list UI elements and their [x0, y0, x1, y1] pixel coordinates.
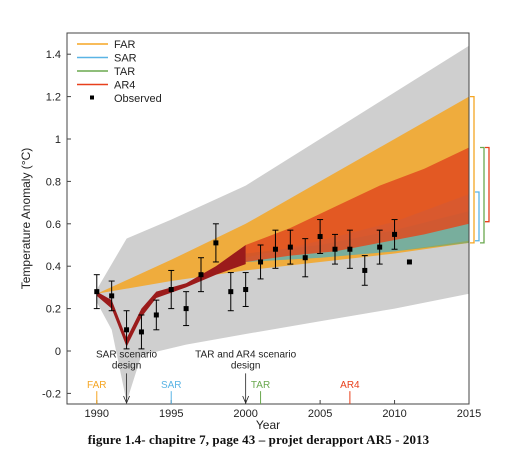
figure-caption: figure 1.4- chapitre 7, page 43 – projet…: [87, 432, 430, 447]
observed-point: [183, 306, 189, 312]
assessment-label-ar4: AR4: [340, 380, 360, 391]
observed-point: [228, 289, 234, 295]
observed-point: [153, 312, 159, 318]
legend-marker-observed: [90, 95, 94, 100]
observed-point: [287, 244, 293, 250]
legend-label-ar4: AR4: [114, 80, 135, 92]
annotation-arrow-head: [123, 395, 130, 405]
observed-point: [406, 259, 412, 265]
observed-point: [362, 267, 368, 273]
observed-point: [213, 240, 219, 246]
y-tick-label: 0: [55, 346, 61, 358]
range-bracket-ar4: [485, 146, 490, 223]
legend-label-far: FAR: [114, 39, 135, 51]
range-bracket-tar: [480, 146, 485, 244]
annotation-arrow-head: [242, 395, 250, 405]
plot-frame: [66, 32, 470, 405]
observed-point: [168, 287, 174, 293]
y-tick-label: 0.6: [46, 219, 61, 231]
y-tick-label: 1: [55, 134, 61, 146]
legend-label-observed: Observed: [114, 93, 162, 105]
y-tick-label: -0.2: [42, 388, 61, 400]
y-tick-label: 0.8: [46, 176, 61, 188]
observed-point: [332, 246, 338, 252]
observed-point: [377, 244, 383, 250]
y-tick-label: 0.2: [46, 304, 61, 316]
annotation-text: SAR scenario: [96, 349, 158, 360]
annotation-text: design: [112, 360, 141, 371]
observed-point: [317, 234, 323, 240]
assessment-label-tar: TAR: [251, 380, 270, 391]
x-tick-label: 1995: [159, 408, 183, 420]
y-tick-label: 1.2: [46, 92, 61, 104]
observed-point: [392, 231, 398, 237]
observed-point: [258, 259, 264, 265]
observed-point: [124, 327, 130, 333]
temperature-anomaly-chart: -0.2 0 0.2 0.4 0.6 0.8 1 1.2 1.4 1990 1995 2000 2005…: [19, 32, 490, 432]
observed-point: [94, 289, 100, 295]
assessment-label-far: FAR: [87, 380, 106, 391]
band-ar4: [245, 147, 469, 262]
observed-point: [272, 246, 278, 252]
observed-point: [302, 255, 308, 261]
observed-point: [347, 246, 353, 252]
x-tick-label: 2005: [308, 408, 332, 420]
hindcast-band: [96, 245, 246, 347]
observed-point: [138, 329, 144, 335]
observed-point: [109, 293, 115, 299]
legend-label-tar: TAR: [114, 66, 135, 78]
y-tick-label: 0.4: [46, 261, 61, 273]
range-bracket-sar: [475, 191, 480, 242]
y-tick-label: 1.4: [46, 49, 61, 61]
annotation-text: TAR and AR4 scenario: [195, 349, 296, 360]
x-tick-label: 1990: [85, 408, 109, 420]
annotation-text: design: [231, 360, 260, 371]
observed-point: [243, 287, 249, 293]
legend-label-sar: SAR: [114, 53, 137, 65]
x-tick-label: 2000: [233, 408, 257, 420]
x-axis-label: Year: [256, 418, 280, 432]
x-tick-label: 2015: [457, 408, 481, 420]
x-tick-label: 2010: [382, 408, 406, 420]
y-axis-label: Temperature Anomaly (°C): [19, 148, 33, 290]
observed-point: [198, 272, 204, 278]
assessment-label-sar: SAR: [161, 380, 182, 391]
range-bracket-far: [470, 95, 475, 244]
